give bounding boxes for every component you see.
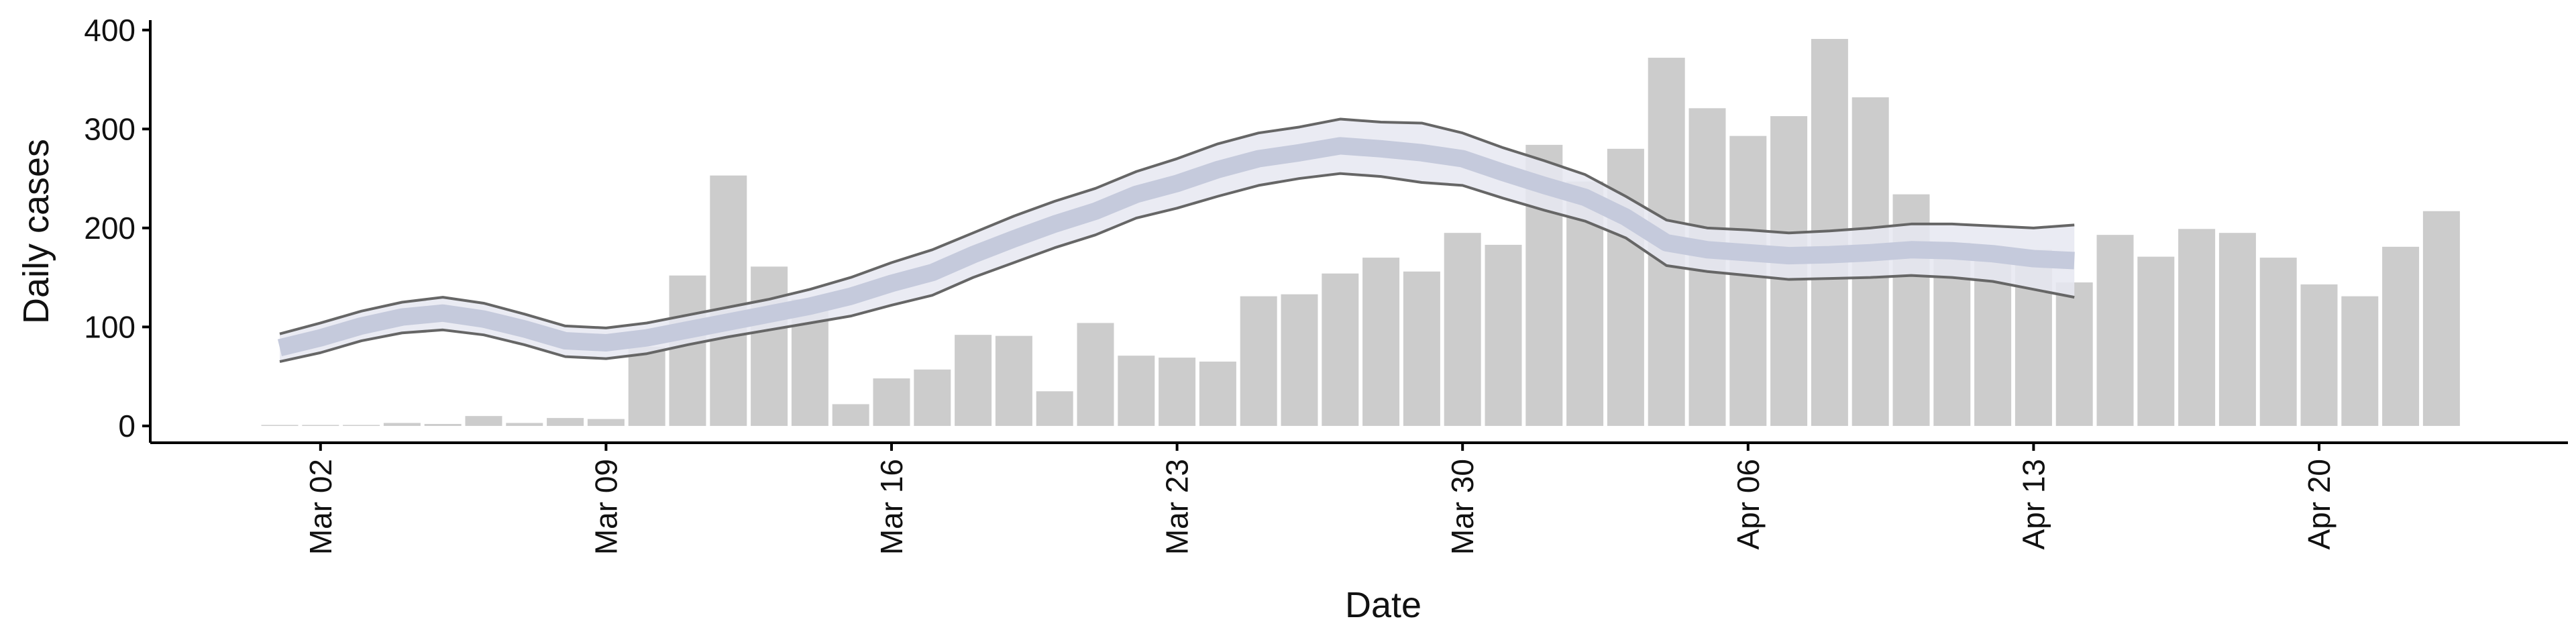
x-tick-label: Mar 02 xyxy=(303,459,338,555)
bar xyxy=(1199,362,1236,426)
bar xyxy=(587,419,625,426)
bar xyxy=(1118,356,1155,426)
y-tick-label: 300 xyxy=(84,111,136,146)
bar xyxy=(547,418,584,426)
bound-line xyxy=(279,117,2075,335)
bar xyxy=(955,335,992,426)
bar xyxy=(1159,358,1196,426)
bar xyxy=(914,369,951,426)
bar xyxy=(1403,271,1440,426)
bar xyxy=(2218,233,2256,426)
x-tick-label: Mar 09 xyxy=(588,459,623,555)
x-axis-title: Date xyxy=(1345,585,1421,625)
bar xyxy=(2178,229,2216,426)
bound-line xyxy=(279,172,2075,363)
bar xyxy=(1036,391,1073,426)
bar xyxy=(424,423,462,426)
x-tick-label: Mar 23 xyxy=(1160,459,1195,555)
bar xyxy=(2259,258,2297,426)
confidence-band xyxy=(280,119,2075,362)
bar xyxy=(465,416,502,426)
bar xyxy=(1362,258,1400,426)
y-tick-label: 400 xyxy=(84,13,136,48)
bar xyxy=(1240,296,1277,426)
y-tick-label: 0 xyxy=(118,409,136,443)
bar xyxy=(628,346,665,426)
estimate-line xyxy=(277,137,2075,356)
bar xyxy=(2096,235,2134,426)
bar xyxy=(1281,294,1318,426)
y-tick-label: 200 xyxy=(84,211,136,246)
bar xyxy=(751,266,788,426)
bar xyxy=(2422,211,2460,426)
bar xyxy=(1485,244,1522,426)
bar xyxy=(2300,284,2338,426)
x-tick-label: Apr 13 xyxy=(2016,459,2051,550)
bar xyxy=(873,378,910,426)
x-tick-label: Mar 16 xyxy=(874,459,909,555)
bar xyxy=(832,404,869,426)
y-axis-title: Daily cases xyxy=(16,139,56,324)
x-tick-label: Apr 20 xyxy=(2302,459,2337,550)
bar xyxy=(669,275,706,426)
bar xyxy=(2055,282,2093,426)
bar xyxy=(1444,233,1481,426)
y-tick-label: 100 xyxy=(84,309,136,344)
x-tick-label: Mar 30 xyxy=(1445,459,1480,555)
bar xyxy=(1729,136,1767,426)
bar xyxy=(1322,273,1359,426)
bar xyxy=(506,423,543,426)
bar xyxy=(2382,246,2420,426)
bar xyxy=(383,423,421,426)
bar xyxy=(2137,256,2175,426)
bar xyxy=(710,175,747,426)
bar xyxy=(2341,296,2379,426)
bar xyxy=(995,335,1032,426)
x-tick-label: Apr 06 xyxy=(1731,459,1766,550)
bar xyxy=(1077,323,1114,426)
